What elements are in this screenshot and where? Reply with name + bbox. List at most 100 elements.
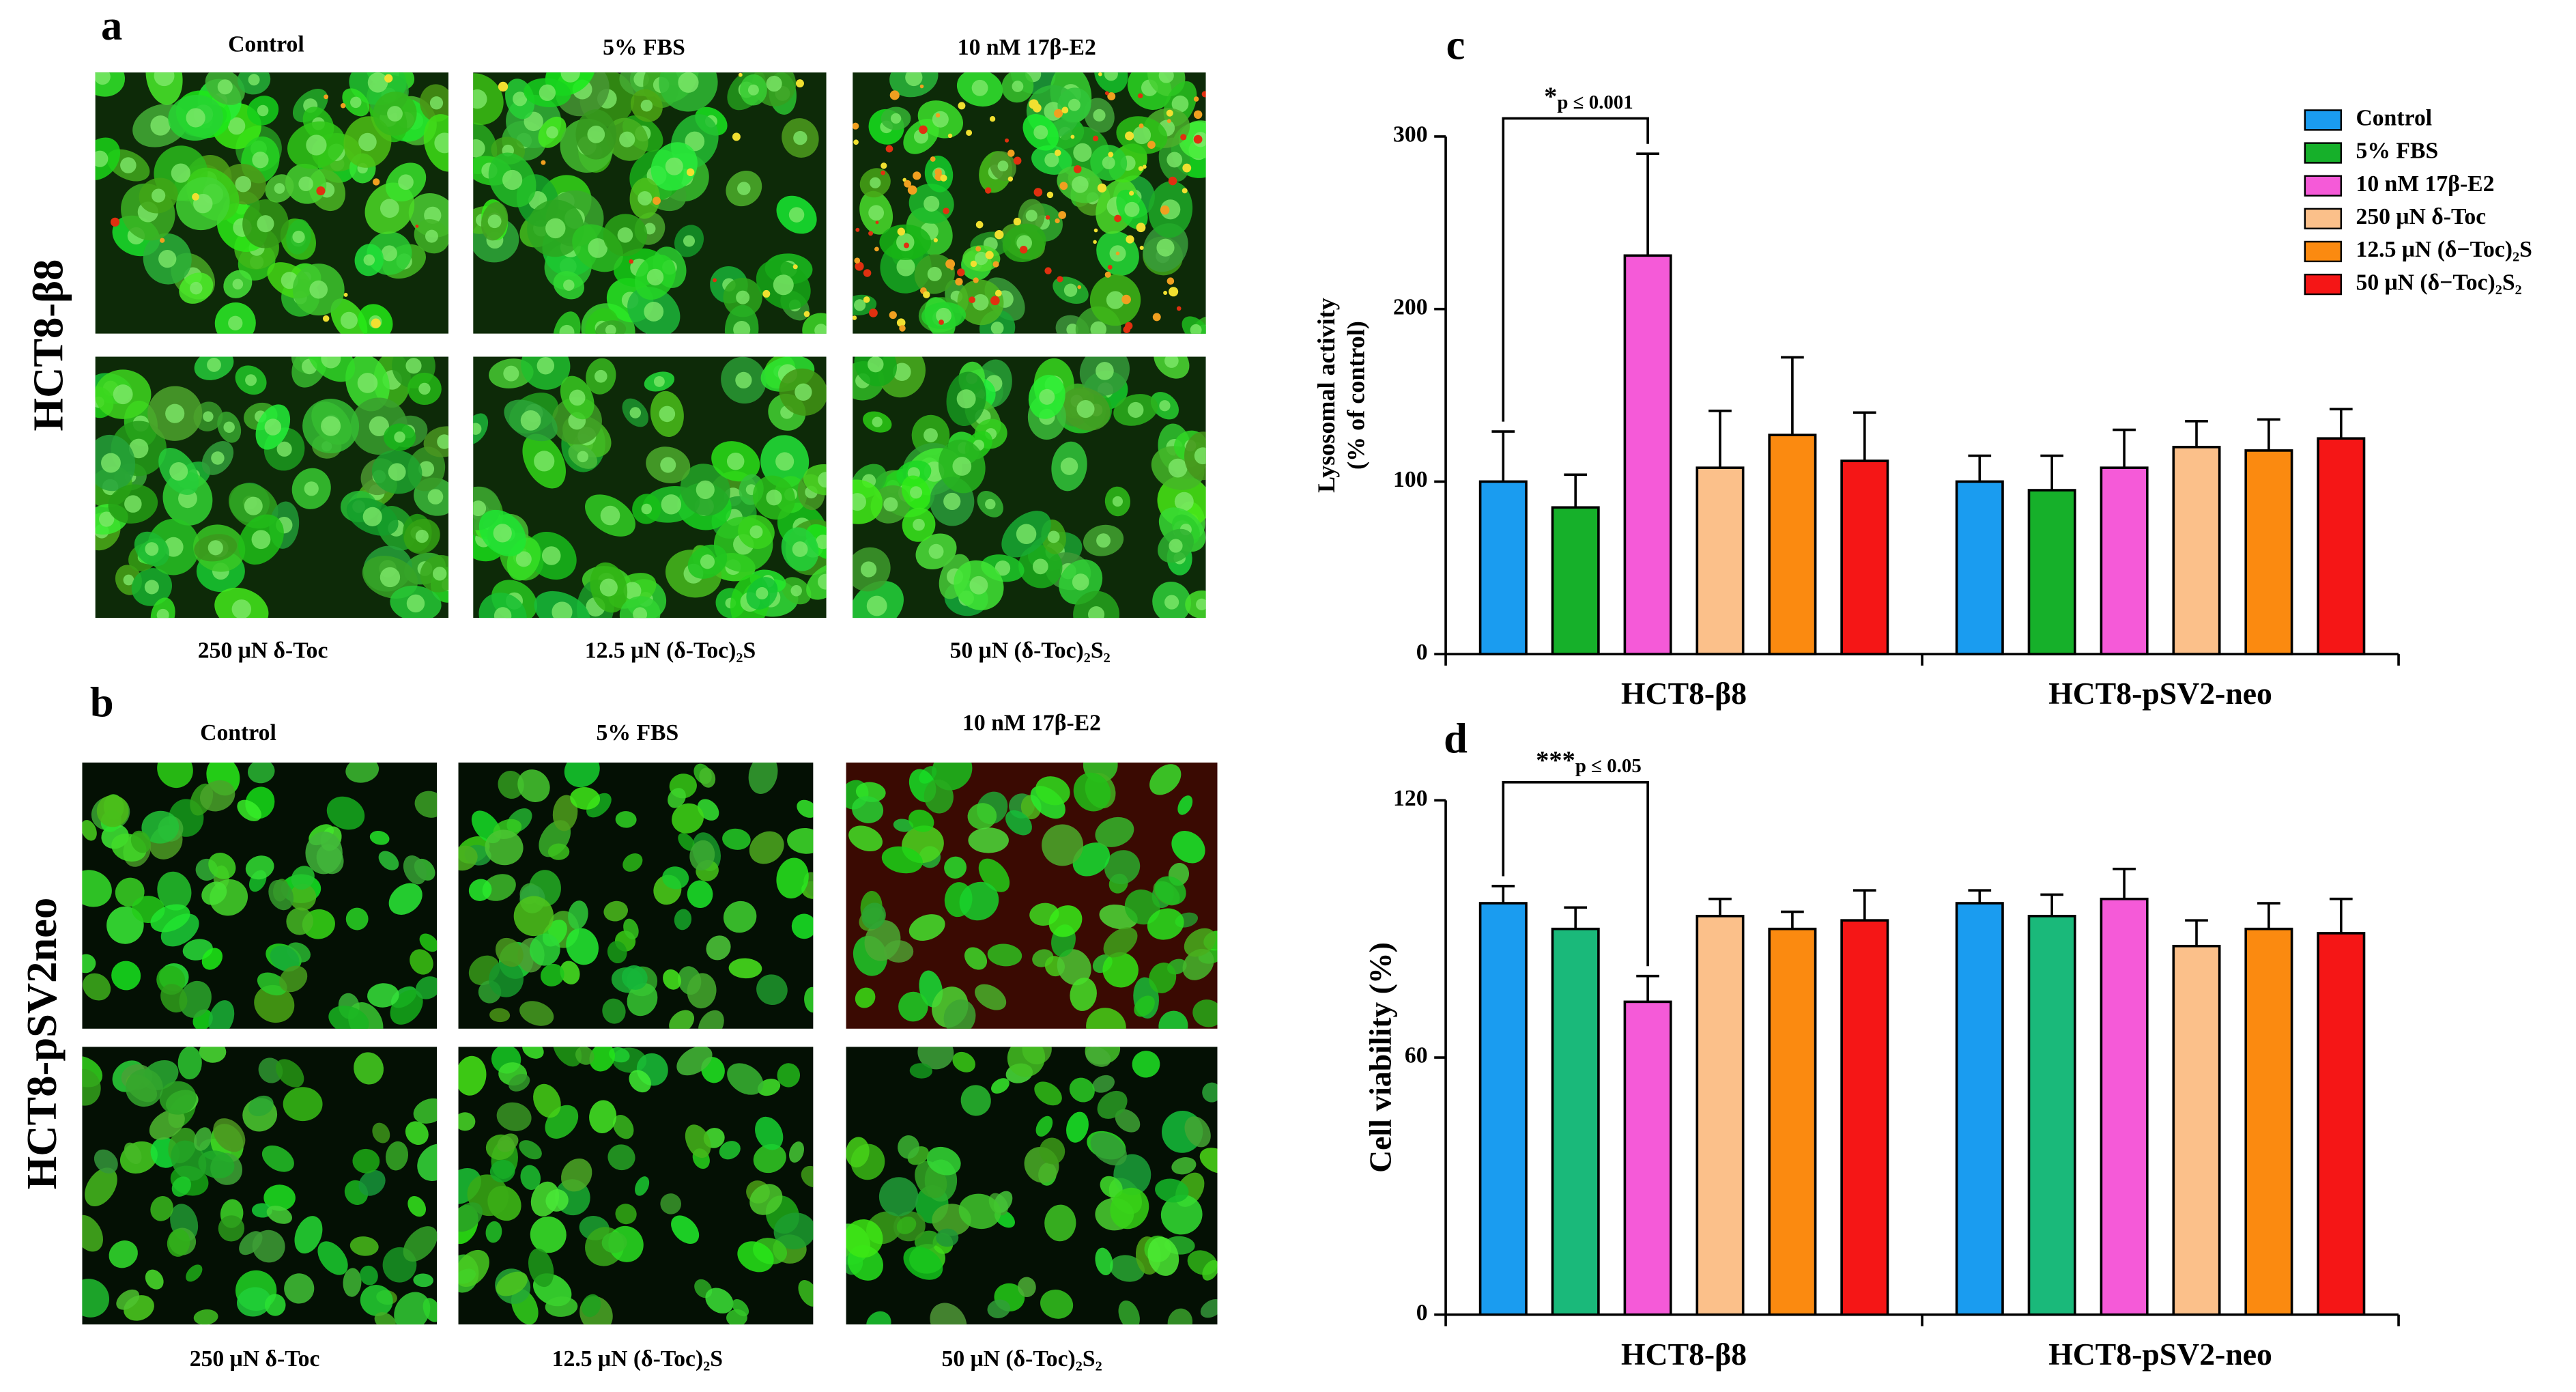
nucleus [388, 463, 406, 481]
bar [2317, 437, 2366, 655]
nucleus [186, 108, 205, 128]
legend-label: 250 μN δ-Toc [2356, 204, 2486, 229]
cell [417, 1144, 438, 1181]
cell [247, 762, 275, 784]
lysosome [1007, 176, 1014, 182]
x-tick-label: HCT8-β8 [1621, 676, 1747, 711]
cell [1018, 1277, 1036, 1297]
nucleus [818, 472, 827, 488]
cell [82, 1215, 103, 1252]
cell [374, 1312, 396, 1325]
cell [109, 1240, 138, 1268]
cell [345, 762, 380, 783]
lysosome [994, 289, 1002, 297]
cell [1057, 949, 1091, 986]
nucleus [559, 324, 575, 334]
nucleus [617, 227, 633, 243]
cell [917, 1047, 954, 1070]
cell [1160, 1194, 1203, 1235]
nucleus [905, 72, 923, 87]
cell [495, 937, 524, 967]
cell [547, 843, 570, 860]
cell [727, 1063, 764, 1095]
cell [291, 866, 315, 890]
lysosome [1193, 110, 1203, 119]
image-label: Control [200, 720, 276, 745]
lysosome [1057, 276, 1063, 283]
nucleus [227, 117, 246, 135]
nucleus [1063, 283, 1078, 297]
cell [145, 1269, 164, 1290]
nucleus [1068, 98, 1081, 111]
cell [671, 1215, 700, 1245]
bar [2100, 897, 2149, 1316]
cell [513, 896, 554, 937]
lysosome [875, 221, 879, 225]
nucleus [1088, 606, 1105, 619]
nucleus [144, 580, 159, 595]
cell [305, 832, 343, 875]
significance-label: ***p ≤ 0.05 [1536, 746, 1642, 777]
nucleus [1073, 143, 1092, 162]
cell [936, 1228, 959, 1247]
nucleus [994, 560, 1011, 576]
nucleus [298, 176, 313, 192]
nucleus [1047, 530, 1060, 543]
cell [791, 913, 814, 939]
lysosome [1138, 93, 1143, 99]
nucleus [1174, 492, 1194, 511]
cell [496, 1102, 532, 1131]
lysosome [686, 168, 695, 177]
cell [728, 958, 762, 979]
cell [589, 1047, 615, 1072]
lysosome [1013, 217, 1022, 226]
nucleus [552, 601, 573, 619]
cell [294, 1216, 323, 1254]
cell [560, 961, 580, 985]
nucleus [1167, 152, 1183, 168]
lysosome [973, 277, 979, 283]
nucleus [1132, 126, 1151, 145]
lysosome [933, 238, 939, 243]
cell [706, 935, 731, 961]
cell [687, 880, 713, 909]
cell [552, 1047, 582, 1067]
cell [627, 983, 658, 1017]
nucleus [231, 599, 252, 619]
nucleus [883, 497, 898, 512]
cell [801, 1165, 814, 1188]
micrograph [473, 356, 827, 619]
cell [1034, 1081, 1062, 1106]
lysosome [958, 102, 966, 110]
cell [1097, 1090, 1128, 1119]
cell [283, 1087, 323, 1122]
nucleus [563, 279, 575, 291]
image-label: 5% FBS [603, 35, 685, 60]
lysosome [896, 318, 906, 327]
lysosome [855, 227, 860, 232]
nucleus [790, 585, 802, 597]
cell [213, 1118, 246, 1152]
cell [326, 796, 365, 830]
nucleus [972, 294, 989, 311]
cell [719, 1141, 741, 1160]
cell [279, 965, 308, 993]
lysosome [1097, 183, 1107, 193]
cell [85, 1167, 117, 1207]
nucleus [1033, 125, 1048, 140]
bar [2317, 932, 2366, 1316]
cell [582, 1294, 601, 1318]
legend-label: Control [2356, 106, 2432, 131]
bar [2027, 915, 2076, 1316]
legend-swatch [2304, 240, 2343, 263]
nucleus [975, 251, 988, 266]
nucleus [251, 530, 271, 550]
lysosome [881, 170, 885, 175]
significance-bracket [1502, 781, 1649, 967]
nucleus [1102, 156, 1115, 169]
nucleus [156, 608, 169, 619]
significance-text: p ≤ 0.05 [1575, 755, 1642, 777]
nucleus [775, 452, 795, 471]
nucleus [217, 79, 233, 95]
nucleus [756, 586, 769, 600]
